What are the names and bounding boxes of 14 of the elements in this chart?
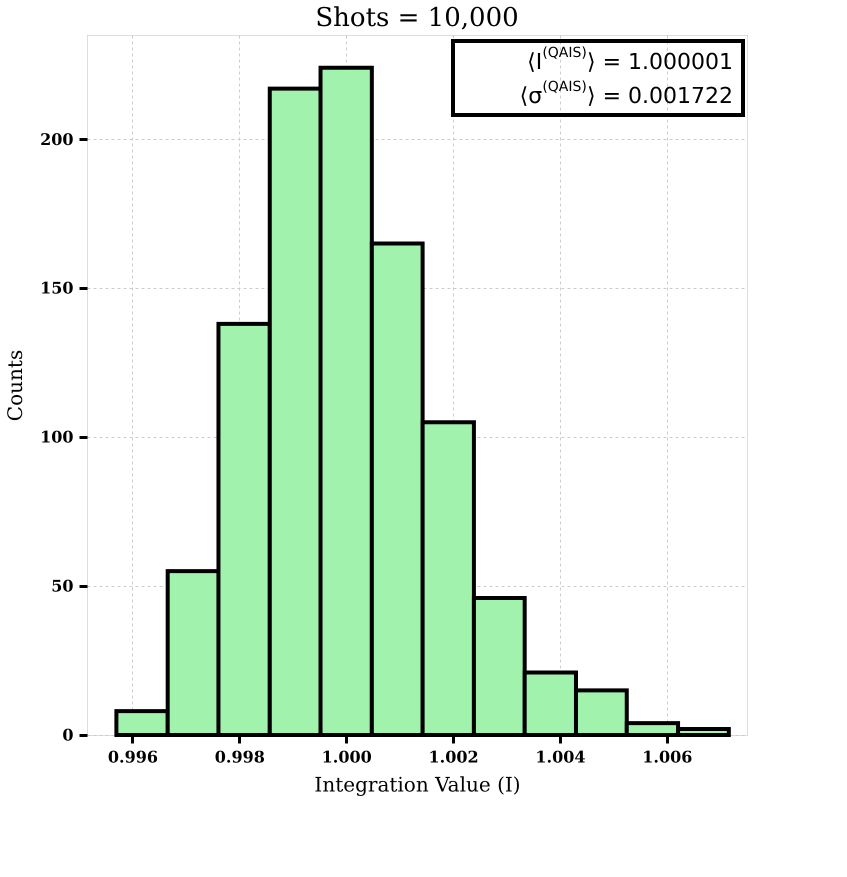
y-tick-label: 50 [51, 576, 74, 596]
chart-title: Shots = 10,000 [315, 3, 519, 33]
x-tick-label: 1.002 [428, 748, 479, 766]
x-tick-label: 0.998 [214, 748, 265, 766]
y-tick-label: 200 [40, 130, 74, 149]
x-tick-label: 1.000 [322, 748, 372, 766]
y-tick-label: 100 [40, 428, 74, 447]
y-axis-title: Counts [3, 350, 28, 422]
x-tick-label: 0.996 [108, 748, 158, 766]
x-axis-title: Integration Value (I) [314, 772, 521, 796]
x-tick-label: 1.004 [535, 748, 586, 766]
x-tick-label: 1.006 [642, 748, 692, 766]
y-tick-label: 0 [62, 726, 74, 744]
y-tick-label: 150 [40, 278, 74, 298]
